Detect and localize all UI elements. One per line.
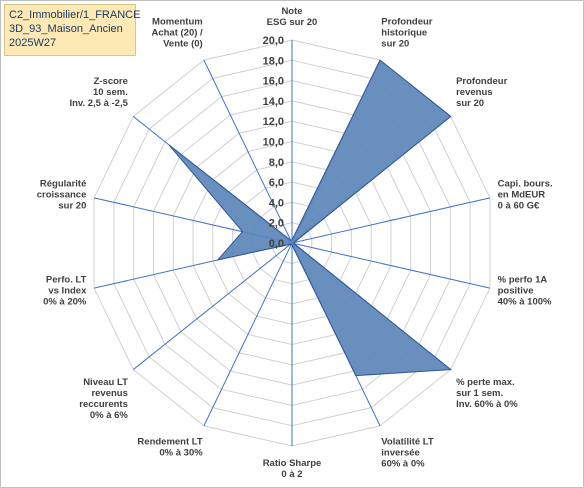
radar-axis-labels: Note ESG sur 20 Profondeur historique sur 20… [37, 6, 553, 480]
title-line-1: C2_Immobilier/1_FRANCE [9, 9, 141, 21]
axis-label-8: Rendement LT 0% à 30% [137, 437, 203, 459]
axis-label-7: Ratio Sharpe 0 à 2 [263, 458, 322, 480]
tick-label-4: 8,0 [269, 157, 284, 169]
tick-label-1: 2,0 [269, 218, 284, 230]
title-line-3: 2025W27 [9, 37, 57, 49]
axis-label-10: Perfo. LT vs Index 0% à 20% [43, 274, 87, 307]
axis-label-13: Momentum Achat (20) / Vente (0) [151, 16, 203, 49]
tick-label-7: 14,0 [263, 96, 284, 108]
axis-label-3: Capi. bours. en MdEUR 0 à 60 G€ [498, 179, 553, 212]
tick-label-0: 0,0 [269, 238, 284, 250]
tick-label-2: 4,0 [269, 197, 284, 209]
spoke-8 [203, 242, 293, 427]
radar-tick-labels: 0,0 2,0 4,0 6,0 8,0 10,0 12,0 14,0 16,0 18,0 20,0 [263, 35, 284, 250]
axis-label-2: Profondeur revenus sur 20 [456, 76, 507, 109]
tick-label-9: 18,0 [263, 55, 284, 67]
spoke-13 [203, 59, 293, 244]
tick-label-3: 6,0 [269, 177, 284, 189]
axis-label-0: Note ESG sur 20 [267, 6, 318, 28]
tick-label-6: 12,0 [263, 116, 284, 128]
tick-label-5: 10,0 [263, 137, 284, 149]
axis-label-12: Z-score 10 sem. Inv. 2,5 à -2,5 [69, 76, 128, 109]
chart-title-box: C2_Immobilier/1_FRANCE 3D_93_Maison_Anci… [4, 4, 141, 56]
axis-label-11: Régularité croissance sur 20 [37, 179, 87, 212]
radar-series [168, 59, 453, 377]
title-line-2: 3D_93_Maison_Ancien [9, 23, 123, 35]
axis-label-1: Profondeur historique sur 20 [381, 16, 432, 49]
spoke-9 [132, 242, 293, 370]
tick-label-8: 16,0 [263, 76, 284, 88]
axis-label-4: % perfo 1A positive 40% à 100% [498, 274, 552, 307]
tick-label-10: 20,0 [263, 35, 284, 47]
axis-label-9: Niveau LT revenus reccurents 0% à 6% [79, 377, 128, 421]
spoke-4 [291, 242, 491, 289]
axis-label-5: % perte max. sur 1 sem. Inv. 60% à 0% [456, 377, 518, 410]
series-area [168, 59, 453, 377]
spoke-3 [291, 197, 491, 244]
axis-label-6: Volatilité LT inversée 60% à 0% [381, 437, 434, 470]
